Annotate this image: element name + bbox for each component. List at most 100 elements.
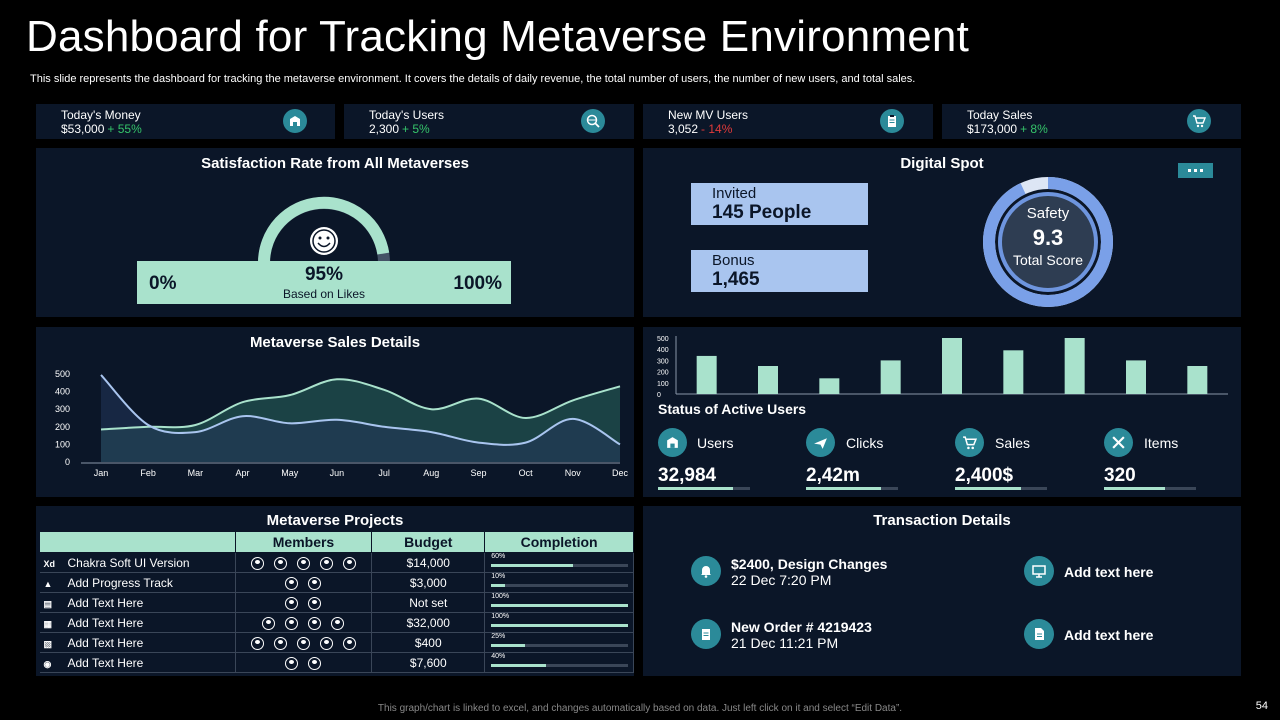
ring-value: 9.3 [1032,225,1064,250]
project-row[interactable]: ▤ Add Text Here Not set 100% [39,592,634,613]
projects-title: Metaverse Projects [266,512,404,529]
active-users-bar-chart: 0 100 200 300 400 500 [657,336,1228,399]
member-avatar-icon[interactable] [285,616,299,630]
member-avatar-icon[interactable] [285,656,299,670]
clipboard-icon [691,619,721,649]
completion-fill [491,664,546,667]
badge-icon: ◉ [43,658,52,669]
project-name: Add Progress Track [67,575,173,590]
globe-search-icon [581,109,605,133]
project-row[interactable]: ▧ Add Text Here $400 25% [39,632,634,653]
area-line-series-2 [100,374,621,446]
member-avatar-icon[interactable] [319,636,333,650]
kpi-card-sales[interactable]: Today Sales $173,000 + 8% [942,104,1241,139]
project-completion: 100% [484,612,634,633]
x-tick-label: Apr [236,468,250,478]
project-completion: 10% [484,572,634,593]
kpi-value: $53,000 [61,122,105,136]
invited-label: Invited [712,185,757,202]
gauge-min-label: 0% [149,273,177,294]
stat-value: 32,984 [658,465,717,486]
completion-track [491,584,629,587]
member-avatar-icon[interactable] [250,636,264,650]
airplane-icon [806,428,835,457]
member-avatar-icon[interactable] [308,596,322,610]
ring-label: Safety [1026,205,1070,222]
member-avatar-icon[interactable] [308,656,322,670]
completion-track [491,604,629,607]
member-avatar-icon[interactable] [285,576,299,590]
x-tick-label: May [281,468,299,478]
transaction-title[interactable]: $2400, Design Changes [731,556,888,572]
project-members [235,652,373,673]
member-avatar-icon[interactable] [273,556,287,570]
more-options-button[interactable] [1178,163,1213,178]
member-avatar-icon[interactable] [342,636,356,650]
building-icon [283,109,307,133]
member-avatar-icon[interactable] [250,556,264,570]
transaction-title[interactable]: Add text here [1064,564,1154,580]
completion-fill [491,604,629,607]
x-tick-label: Jul [378,468,390,478]
kpi-card-users[interactable]: Today's Users 2,300 + 5% [344,104,634,139]
tools-icon [1104,428,1133,457]
stat-progress-fill [806,487,882,490]
bonus-label: Bonus [712,252,755,269]
project-members [235,612,373,633]
member-avatar-icon[interactable] [262,616,276,630]
ring-caption: Total Score [1012,252,1084,268]
transaction-title[interactable]: Add text here [1064,627,1154,643]
transaction-title[interactable]: New Order # 4219423 [731,619,872,635]
member-avatar-icon[interactable] [331,616,345,630]
member-avatar-icon[interactable] [273,636,287,650]
page-title: Dashboard for Tracking Metaverse Environ… [26,12,970,61]
sales-panel: Metaverse Sales Details [36,327,634,497]
kpi-change: + 8% [1020,122,1048,136]
member-avatar-icon[interactable] [308,616,322,630]
y-tick-label: 400 [55,387,70,397]
grid-icon: ▦ [43,618,53,629]
project-name: Add Text Here [67,655,144,670]
stat-progress-fill [1104,487,1165,490]
member-avatar-icon[interactable] [296,636,310,650]
member-avatar-icon[interactable] [308,576,322,590]
completion-label: 60% [491,553,506,560]
project-row[interactable]: Xd Chakra Soft UI Version $14,000 60% [39,552,634,573]
y-tick-label: 0 [657,392,661,399]
project-row[interactable]: ▦ Add Text Here $32,000 100% [39,612,634,633]
satisfaction-gauge [257,196,390,264]
cart-icon [955,428,984,457]
member-avatar-icon[interactable] [342,556,356,570]
y-tick-label: 400 [657,347,669,354]
monitor-icon [1024,556,1054,586]
project-completion: 100% [484,592,634,613]
digital-spot-title: Digital Spot [900,155,984,172]
document-icon [1024,619,1054,649]
completion-label: 100% [491,593,510,600]
project-row[interactable]: ▲ Add Progress Track $3,000 10% [39,572,634,593]
page-subtitle: This slide represents the dashboard for … [30,73,916,85]
member-avatar-icon[interactable] [296,556,310,570]
projects-header-name [39,531,236,553]
bonus-value: 1,465 [712,269,760,290]
invited-value: 145 People [712,202,812,223]
completion-fill [491,564,574,567]
project-members [235,592,373,613]
y-tick-label: 0 [65,457,70,467]
kpi-card-new-users[interactable]: New MV Users 3,052- 14% [643,104,933,139]
area-fill-series-2 [101,374,620,462]
project-row[interactable]: ◉ Add Text Here $7,600 40% [39,652,634,673]
member-avatar-icon[interactable] [319,556,333,570]
document-edit-icon: ▧ [43,638,53,649]
kpi-card-money[interactable]: Today's Money $53,000 + 55% [36,104,335,139]
bar-3 [819,378,840,394]
x-tick-label: Feb [140,468,156,478]
member-avatar-icon[interactable] [285,596,299,610]
y-tick-label: 100 [55,439,70,449]
x-tick-label: Sep [470,468,486,478]
completion-label: 10% [491,573,506,580]
stat-value: 2,42m [806,465,860,486]
project-name: Add Text Here [67,635,144,650]
stat-label: Items [1144,435,1179,451]
bar-6 [1003,350,1024,394]
